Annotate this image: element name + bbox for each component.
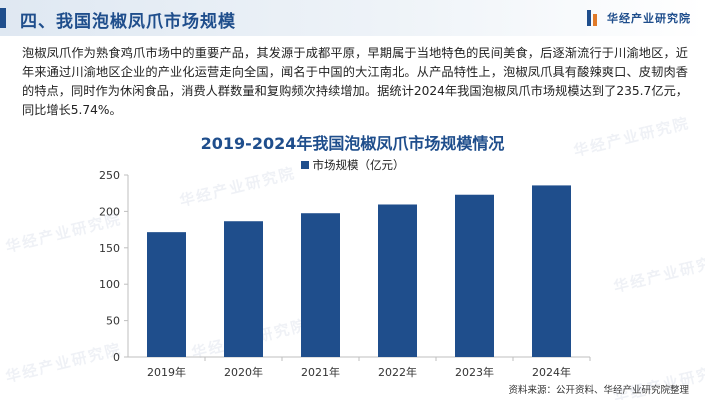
bar: [147, 232, 186, 357]
x-tick-label: 2020年: [224, 365, 263, 379]
y-tick-label: 50: [106, 315, 120, 328]
source-note: 资料来源：公开资料、华经产业研究院整理: [508, 385, 689, 396]
header-accent-bar: [0, 8, 6, 28]
bar: [532, 185, 571, 357]
bar: [224, 221, 263, 357]
section-header: 四、我国泡椒凤爪市场规模 华经产业研究院: [0, 0, 705, 36]
x-tick-label: 2019年: [147, 365, 186, 379]
legend-label: 市场规模（亿元）: [312, 158, 405, 172]
y-tick-label: 0: [113, 351, 120, 364]
logo-mark-icon: [587, 10, 601, 26]
bar: [455, 194, 494, 357]
chart-legend: 市场规模（亿元）: [0, 157, 705, 173]
y-tick-label: 250: [99, 169, 120, 182]
x-tick-label: 2023年: [455, 365, 494, 379]
y-tick-label: 200: [99, 205, 120, 218]
y-tick-label: 100: [99, 278, 120, 291]
x-tick-label: 2022年: [378, 365, 417, 379]
chart-title: 2019-2024年我国泡椒凤爪市场规模情况: [200, 134, 505, 153]
y-tick-label: 150: [99, 242, 120, 255]
bar: [301, 213, 340, 357]
x-tick-label: 2024年: [532, 365, 571, 379]
legend-swatch: [300, 161, 309, 169]
brand-logo: 华经产业研究院: [587, 9, 691, 27]
page-title: 四、我国泡椒凤爪市场规模: [20, 12, 236, 32]
logo-text: 华经产业研究院: [607, 12, 691, 25]
intro-paragraph: 泡椒凤爪作为熟食鸡爪市场中的重要产品，其发源于成都平原，早期属于当地特色的民间美…: [22, 46, 688, 117]
x-tick-label: 2021年: [301, 365, 340, 379]
bar: [378, 204, 417, 357]
